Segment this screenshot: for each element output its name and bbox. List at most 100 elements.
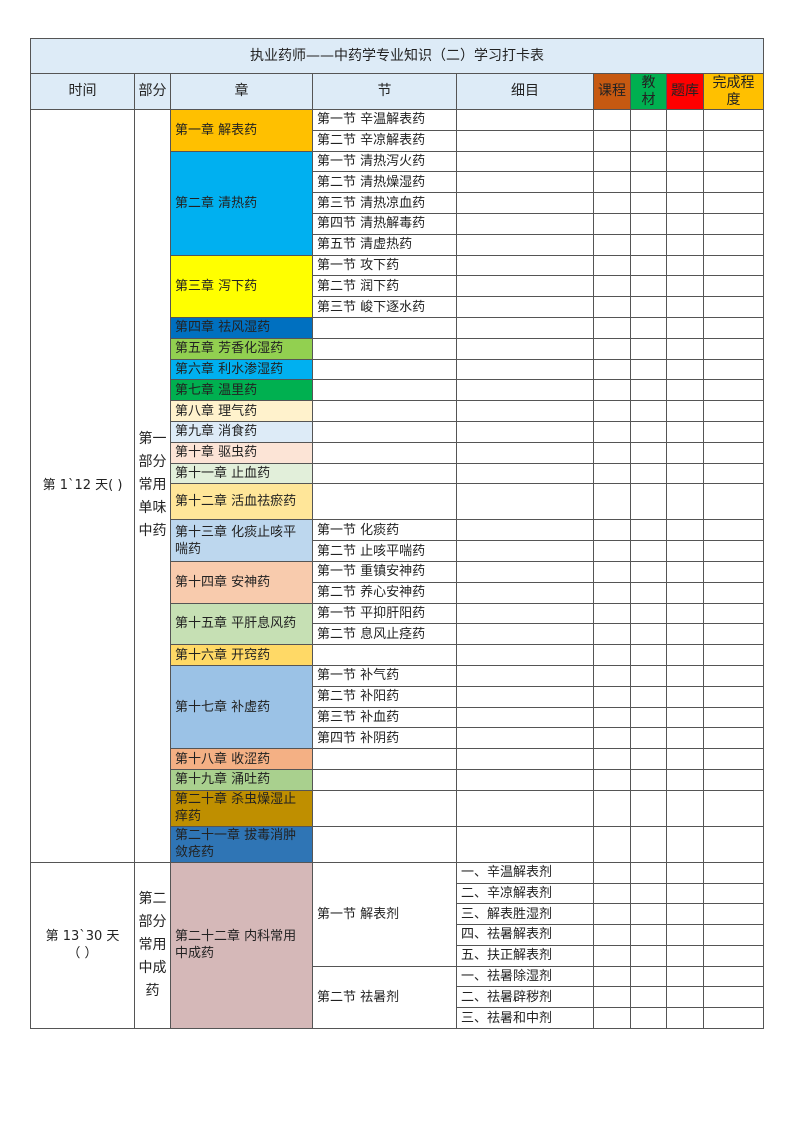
checkin-cell-textbook[interactable] xyxy=(630,212,667,235)
checkin-cell-textbook[interactable] xyxy=(630,581,667,604)
checkin-cell-course[interactable] xyxy=(593,581,631,604)
checkin-cell-textbook[interactable] xyxy=(630,358,667,381)
checkin-cell-questions[interactable] xyxy=(666,986,704,1009)
checkin-cell-course[interactable] xyxy=(593,882,631,905)
checkin-cell-progress[interactable] xyxy=(703,275,764,298)
checkin-cell-course[interactable] xyxy=(593,109,631,131)
checkin-cell-questions[interactable] xyxy=(666,483,704,521)
checkin-cell-textbook[interactable] xyxy=(630,540,667,562)
checkin-cell-progress[interactable] xyxy=(703,483,764,521)
checkin-cell-course[interactable] xyxy=(593,462,631,485)
checkin-cell-progress[interactable] xyxy=(703,965,764,988)
checkin-cell-questions[interactable] xyxy=(666,644,704,666)
checkin-cell-progress[interactable] xyxy=(703,379,764,402)
checkin-cell-course[interactable] xyxy=(593,944,631,967)
checkin-cell-questions[interactable] xyxy=(666,233,704,256)
checkin-cell-textbook[interactable] xyxy=(630,924,667,946)
checkin-cell-questions[interactable] xyxy=(666,685,704,708)
checkin-cell-progress[interactable] xyxy=(703,254,764,277)
checkin-cell-questions[interactable] xyxy=(666,212,704,235)
checkin-cell-progress[interactable] xyxy=(703,602,764,625)
checkin-cell-course[interactable] xyxy=(593,212,631,235)
checkin-cell-questions[interactable] xyxy=(666,316,704,339)
checkin-cell-course[interactable] xyxy=(593,275,631,298)
checkin-cell-progress[interactable] xyxy=(703,109,764,131)
checkin-cell-progress[interactable] xyxy=(703,150,764,173)
checkin-cell-progress[interactable] xyxy=(703,861,764,884)
checkin-cell-progress[interactable] xyxy=(703,519,764,542)
checkin-cell-course[interactable] xyxy=(593,623,631,646)
checkin-cell-textbook[interactable] xyxy=(630,233,667,256)
checkin-cell-textbook[interactable] xyxy=(630,789,667,827)
checkin-cell-course[interactable] xyxy=(593,768,631,791)
checkin-cell-course[interactable] xyxy=(593,644,631,666)
checkin-cell-questions[interactable] xyxy=(666,420,704,443)
checkin-cell-questions[interactable] xyxy=(666,441,704,464)
checkin-cell-course[interactable] xyxy=(593,965,631,988)
checkin-cell-course[interactable] xyxy=(593,1007,631,1030)
checkin-cell-questions[interactable] xyxy=(666,924,704,946)
checkin-cell-textbook[interactable] xyxy=(630,602,667,625)
checkin-cell-textbook[interactable] xyxy=(630,861,667,884)
checkin-cell-textbook[interactable] xyxy=(630,727,667,750)
time-cell[interactable]: 第 1`12 天( ) xyxy=(30,109,135,863)
checkin-cell-course[interactable] xyxy=(593,727,631,750)
checkin-cell-questions[interactable] xyxy=(666,602,704,625)
checkin-cell-questions[interactable] xyxy=(666,965,704,988)
checkin-cell-course[interactable] xyxy=(593,420,631,443)
checkin-cell-questions[interactable] xyxy=(666,581,704,604)
checkin-cell-questions[interactable] xyxy=(666,748,704,770)
checkin-cell-course[interactable] xyxy=(593,379,631,402)
checkin-cell-course[interactable] xyxy=(593,748,631,770)
checkin-cell-questions[interactable] xyxy=(666,560,704,583)
checkin-cell-questions[interactable] xyxy=(666,825,704,863)
checkin-cell-questions[interactable] xyxy=(666,1007,704,1030)
checkin-cell-progress[interactable] xyxy=(703,748,764,770)
checkin-cell-textbook[interactable] xyxy=(630,316,667,339)
checkin-cell-progress[interactable] xyxy=(703,581,764,604)
checkin-cell-questions[interactable] xyxy=(666,400,704,422)
checkin-cell-textbook[interactable] xyxy=(630,965,667,988)
checkin-cell-progress[interactable] xyxy=(703,706,764,729)
checkin-cell-course[interactable] xyxy=(593,560,631,583)
checkin-cell-course[interactable] xyxy=(593,825,631,863)
checkin-cell-questions[interactable] xyxy=(666,882,704,905)
checkin-cell-textbook[interactable] xyxy=(630,825,667,863)
checkin-cell-progress[interactable] xyxy=(703,192,764,214)
checkin-cell-progress[interactable] xyxy=(703,540,764,562)
checkin-cell-course[interactable] xyxy=(593,337,631,360)
checkin-cell-textbook[interactable] xyxy=(630,400,667,422)
checkin-cell-course[interactable] xyxy=(593,129,631,152)
checkin-cell-course[interactable] xyxy=(593,254,631,277)
checkin-cell-textbook[interactable] xyxy=(630,944,667,967)
checkin-cell-textbook[interactable] xyxy=(630,986,667,1009)
checkin-cell-textbook[interactable] xyxy=(630,882,667,905)
checkin-cell-textbook[interactable] xyxy=(630,254,667,277)
checkin-cell-course[interactable] xyxy=(593,316,631,339)
checkin-cell-progress[interactable] xyxy=(703,644,764,666)
checkin-cell-progress[interactable] xyxy=(703,768,764,791)
checkin-cell-questions[interactable] xyxy=(666,519,704,542)
time-cell[interactable]: 第 13`30 天 （ ） xyxy=(30,861,135,1030)
checkin-cell-progress[interactable] xyxy=(703,789,764,827)
checkin-cell-textbook[interactable] xyxy=(630,296,667,318)
checkin-cell-textbook[interactable] xyxy=(630,748,667,770)
checkin-cell-questions[interactable] xyxy=(666,944,704,967)
checkin-cell-questions[interactable] xyxy=(666,379,704,402)
checkin-cell-progress[interactable] xyxy=(703,685,764,708)
checkin-cell-questions[interactable] xyxy=(666,296,704,318)
checkin-cell-textbook[interactable] xyxy=(630,664,667,687)
checkin-cell-course[interactable] xyxy=(593,903,631,926)
checkin-cell-textbook[interactable] xyxy=(630,379,667,402)
checkin-cell-course[interactable] xyxy=(593,664,631,687)
checkin-cell-course[interactable] xyxy=(593,400,631,422)
checkin-cell-textbook[interactable] xyxy=(630,903,667,926)
checkin-cell-questions[interactable] xyxy=(666,192,704,214)
checkin-cell-progress[interactable] xyxy=(703,623,764,646)
checkin-cell-progress[interactable] xyxy=(703,944,764,967)
checkin-cell-progress[interactable] xyxy=(703,212,764,235)
checkin-cell-progress[interactable] xyxy=(703,924,764,946)
checkin-cell-questions[interactable] xyxy=(666,861,704,884)
checkin-cell-questions[interactable] xyxy=(666,275,704,298)
checkin-cell-textbook[interactable] xyxy=(630,192,667,214)
